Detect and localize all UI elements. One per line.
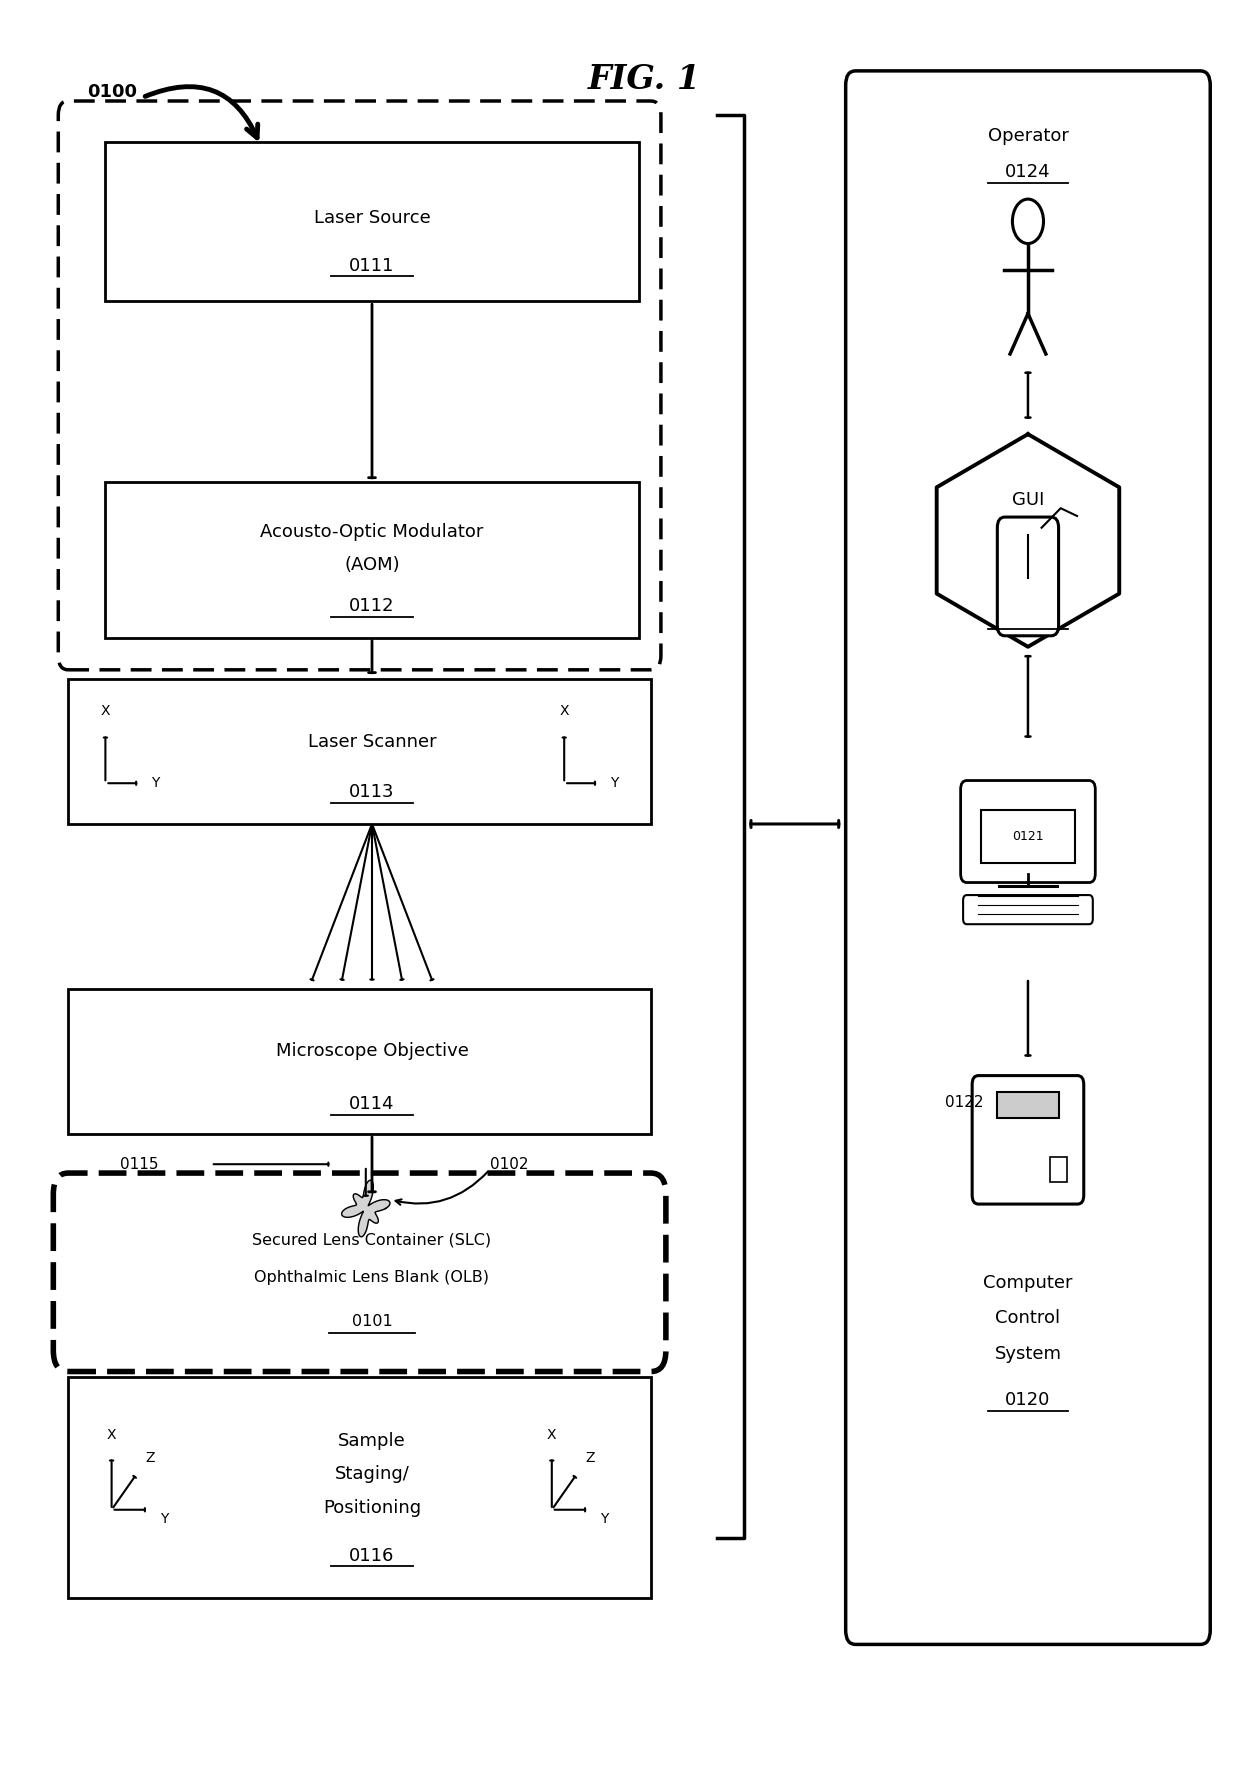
Text: Y: Y	[600, 1512, 609, 1526]
FancyBboxPatch shape	[961, 780, 1095, 882]
Text: 0100: 0100	[87, 83, 136, 101]
FancyBboxPatch shape	[58, 101, 661, 670]
Text: Y: Y	[151, 776, 160, 790]
Text: Ophthalmic Lens Blank (OLB): Ophthalmic Lens Blank (OLB)	[254, 1271, 490, 1285]
Text: 0121: 0121	[1012, 829, 1044, 843]
Text: Control: Control	[996, 1310, 1060, 1327]
Bar	[105, 482, 639, 638]
Text: X: X	[559, 703, 569, 718]
Bar	[68, 679, 651, 824]
FancyBboxPatch shape	[997, 517, 1059, 636]
Bar	[68, 989, 651, 1134]
Text: 0124: 0124	[1006, 163, 1050, 181]
Text: X: X	[107, 1428, 117, 1442]
Text: System: System	[994, 1345, 1061, 1363]
Text: Z: Z	[585, 1451, 595, 1465]
Bar	[981, 810, 1075, 863]
Polygon shape	[936, 434, 1120, 647]
Text: 0111: 0111	[350, 257, 394, 275]
Text: GUI: GUI	[1012, 491, 1044, 509]
Text: Positioning: Positioning	[322, 1499, 422, 1517]
FancyBboxPatch shape	[846, 71, 1210, 1644]
Text: Y: Y	[160, 1512, 169, 1526]
Text: 0102: 0102	[490, 1157, 528, 1171]
Text: Secured Lens Container (SLC): Secured Lens Container (SLC)	[253, 1233, 491, 1247]
Polygon shape	[341, 1180, 389, 1237]
FancyBboxPatch shape	[972, 1076, 1084, 1205]
Text: Staging/: Staging/	[335, 1465, 409, 1483]
Text: Laser Scanner: Laser Scanner	[308, 734, 436, 751]
FancyBboxPatch shape	[963, 895, 1092, 925]
FancyArrowPatch shape	[396, 1171, 487, 1205]
Text: 0123: 0123	[1006, 610, 1050, 627]
Bar	[68, 1377, 651, 1598]
Text: 0115: 0115	[120, 1157, 159, 1171]
Text: Computer: Computer	[983, 1274, 1073, 1292]
Text: Operator: Operator	[987, 128, 1069, 145]
Bar	[997, 1092, 1059, 1118]
Text: 0113: 0113	[350, 783, 394, 801]
FancyBboxPatch shape	[53, 1173, 666, 1372]
Text: Sample: Sample	[339, 1432, 405, 1449]
Text: 0120: 0120	[1006, 1391, 1050, 1409]
Bar	[105, 142, 639, 301]
Text: Microscope Objective: Microscope Objective	[275, 1042, 469, 1060]
Text: Z: Z	[145, 1451, 155, 1465]
Text: FIG. 1: FIG. 1	[588, 64, 702, 96]
Text: 0114: 0114	[350, 1095, 394, 1113]
Text: Acousto-Optic Modulator: Acousto-Optic Modulator	[260, 523, 484, 540]
Text: X: X	[547, 1428, 557, 1442]
Text: Y: Y	[610, 776, 619, 790]
Bar	[1049, 1157, 1066, 1182]
Text: 0122: 0122	[945, 1095, 983, 1109]
Text: X: X	[100, 703, 110, 718]
Text: (AOM): (AOM)	[345, 556, 399, 574]
Text: Laser Source: Laser Source	[314, 209, 430, 227]
FancyArrowPatch shape	[145, 87, 258, 138]
Text: 0101: 0101	[352, 1315, 392, 1329]
Text: 0116: 0116	[350, 1547, 394, 1565]
Text: 0112: 0112	[350, 597, 394, 615]
